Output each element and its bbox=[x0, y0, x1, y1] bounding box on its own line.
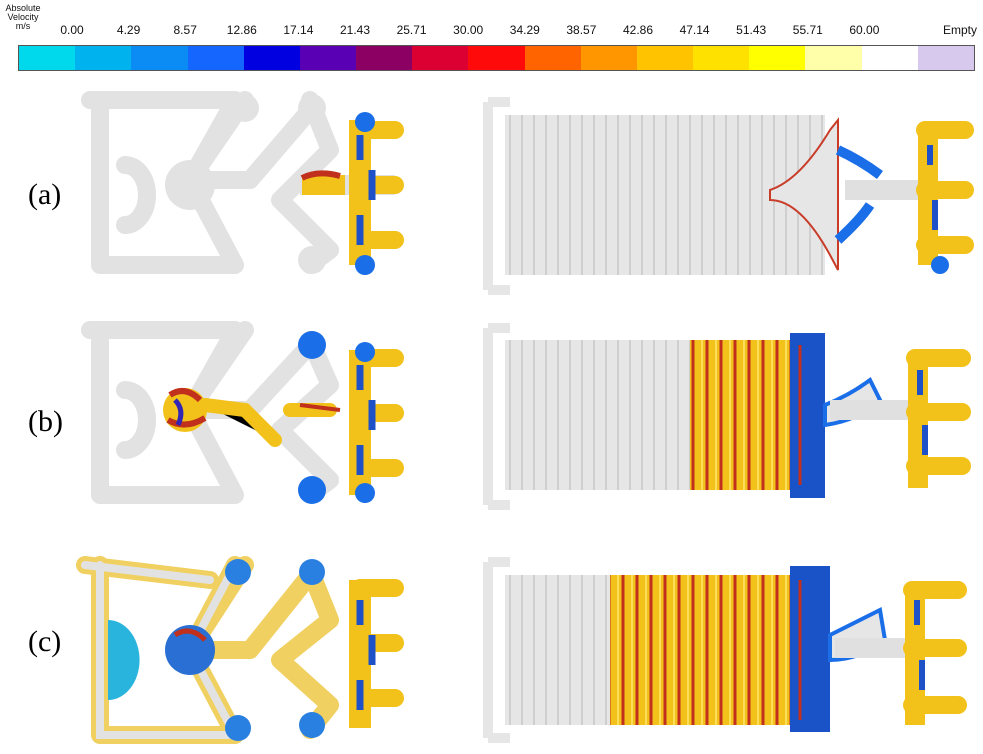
legend-swatch bbox=[75, 46, 132, 70]
legend-swatch bbox=[468, 46, 525, 70]
legend-swatch bbox=[805, 46, 862, 70]
legend-tick-label: Empty bbox=[942, 23, 978, 37]
color-legend-bar bbox=[18, 45, 975, 71]
legend-swatch bbox=[524, 46, 581, 70]
legend-swatch bbox=[19, 46, 76, 70]
legend-swatch bbox=[749, 46, 806, 70]
casting-gating-b bbox=[81, 321, 404, 504]
legend-swatch bbox=[412, 46, 469, 70]
casting-gating-a bbox=[81, 91, 404, 275]
row-label-a: (a) bbox=[28, 178, 62, 211]
legend-swatch bbox=[299, 46, 357, 70]
legend-tick-label: 25.71 bbox=[396, 23, 427, 37]
legend-swatch bbox=[187, 46, 244, 70]
screw-die-a bbox=[483, 97, 974, 295]
legend-title-line: Velocity bbox=[7, 12, 39, 22]
legend-tick-label: 47.14 bbox=[679, 23, 710, 37]
legend-tick-label: 42.86 bbox=[622, 23, 654, 37]
legend-title: Absolute Velocity m/s bbox=[2, 4, 44, 31]
screw-die-b bbox=[483, 323, 971, 510]
legend-swatch bbox=[693, 46, 750, 70]
legend-tick-label: 55.71 bbox=[792, 23, 823, 37]
legend-swatch bbox=[636, 46, 694, 70]
legend-tick-label: 34.29 bbox=[509, 23, 540, 37]
row-label-c: (c) bbox=[28, 625, 62, 658]
row-label-b: (b) bbox=[28, 405, 63, 438]
legend-tick-label: 17.14 bbox=[283, 23, 314, 37]
legend-swatch bbox=[356, 46, 413, 70]
legend-tick-label: 30.00 bbox=[453, 23, 484, 37]
legend-tick-label: 0.00 bbox=[60, 23, 84, 37]
legend-swatch bbox=[861, 46, 918, 70]
legend-title-line: Absolute bbox=[5, 3, 41, 13]
legend-tick-label: 12.86 bbox=[226, 23, 257, 37]
legend-tick-label: 38.57 bbox=[566, 23, 597, 37]
legend-swatch bbox=[917, 46, 974, 70]
legend-tick-label: 51.43 bbox=[736, 23, 767, 37]
screw-die-c bbox=[483, 557, 967, 743]
legend-swatch bbox=[243, 46, 300, 70]
casting-gating-c bbox=[76, 556, 404, 744]
legend-tick-label: 8.57 bbox=[173, 23, 197, 37]
legend-swatch bbox=[580, 46, 637, 70]
legend-title-line: m/s bbox=[15, 21, 31, 31]
legend-tick-label: 60.00 bbox=[849, 23, 880, 37]
legend-tick-label: 4.29 bbox=[116, 23, 141, 37]
legend-swatch bbox=[131, 46, 188, 70]
legend-tick-label: 21.43 bbox=[339, 23, 371, 37]
